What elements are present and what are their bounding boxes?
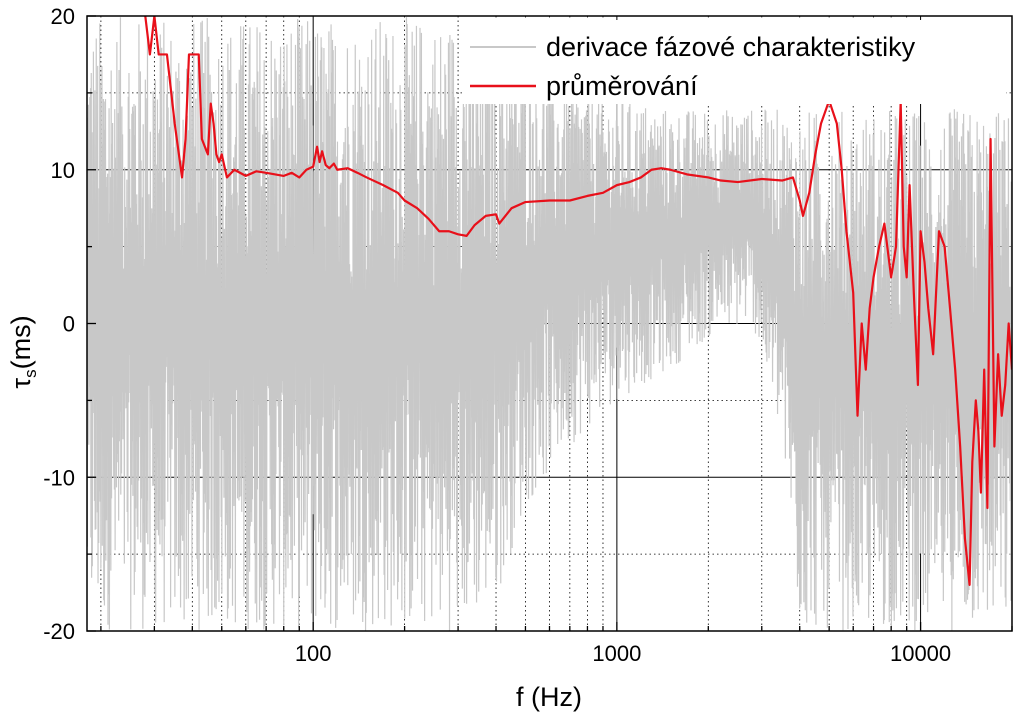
x-axis-title: f (Hz)	[516, 682, 582, 712]
y-tick-label: -10	[43, 465, 75, 490]
y-tick-label: 10	[51, 158, 75, 183]
series-prumerovani-line	[144, 16, 1012, 586]
axis-ticks: 100 1000 10000 -20 -10 0 10 20	[43, 4, 1013, 666]
legend-label-raw: derivace fázové charakteristiky	[546, 32, 916, 62]
x-tick-label: 100	[295, 641, 332, 666]
y-tick-label: 0	[63, 312, 75, 337]
y-axis-title-sub: s	[21, 369, 40, 378]
series-prumerovani	[144, 16, 1012, 586]
y-axis-title-unit: (ms)	[6, 315, 36, 369]
x-tick-label: 10000	[890, 641, 951, 666]
y-tick-label: 20	[51, 4, 75, 29]
legend: derivace fázové charakteristiky průměrov…	[462, 20, 1006, 104]
legend-label-avg: průměrování	[546, 71, 698, 101]
y-axis-title: τs(ms)	[6, 315, 40, 388]
x-tick-label: 1000	[592, 641, 641, 666]
y-tick-label: -20	[43, 619, 75, 644]
y-axis-title-main: τ	[6, 378, 36, 389]
legend-box	[462, 20, 1006, 104]
svg-text:τs(ms): τs(ms)	[6, 315, 40, 388]
